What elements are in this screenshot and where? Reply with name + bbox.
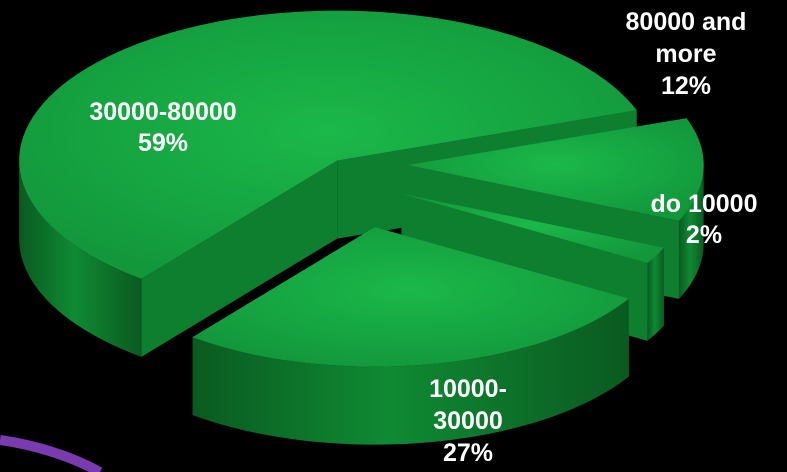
pie-slice-side-2-0 (647, 247, 664, 341)
pie-slice-label-0: 30000-80000 59% (89, 98, 236, 157)
pie-slice-label-0-line-1: 59% (138, 129, 188, 157)
pie-slice-label-3-line-2: 27% (443, 439, 493, 467)
pie-slice-label-2: do 10000 2% (650, 190, 757, 249)
pie-slice-label-2-line-1: 2% (686, 221, 722, 249)
pie-slice-wall-0-0 (141, 160, 338, 357)
pie-slice-label-2-line-0: do 10000 (650, 190, 757, 218)
pie-slice-label-3: 10000- 30000 27% (429, 375, 507, 467)
pie-slice-side-1-0 (678, 162, 704, 299)
pie-slice-label-1-line-2: 12% (661, 72, 711, 100)
pie-slice-label-1-line-1: more (655, 40, 716, 68)
pie-slice-side-0-0 (19, 160, 142, 357)
pie-slice-label-1: 80000 and more 12% (626, 8, 747, 100)
pie-slice-3 (192, 227, 629, 445)
pie-slice-label-1-line-0: 80000 and (626, 8, 747, 36)
pie-slice-label-0-line-0: 30000-80000 (89, 98, 236, 126)
pie-slices (19, 10, 704, 445)
corner-decoration-arc (0, 435, 103, 472)
pie-slice-label-3-line-1: 30000 (433, 407, 503, 435)
pie-slice-top-1 (407, 118, 704, 221)
pie-slice-side-3-0 (192, 298, 629, 445)
pie-labels: 30000-80000 59% 80000 and more 12% do 10000 2%… (89, 8, 757, 467)
pie-slice-top-2 (401, 193, 664, 263)
pie-slice-top-0 (19, 10, 637, 279)
pie-slice-top-3 (192, 227, 629, 367)
pie-slice-label-3-line-0: 10000- (429, 375, 507, 403)
